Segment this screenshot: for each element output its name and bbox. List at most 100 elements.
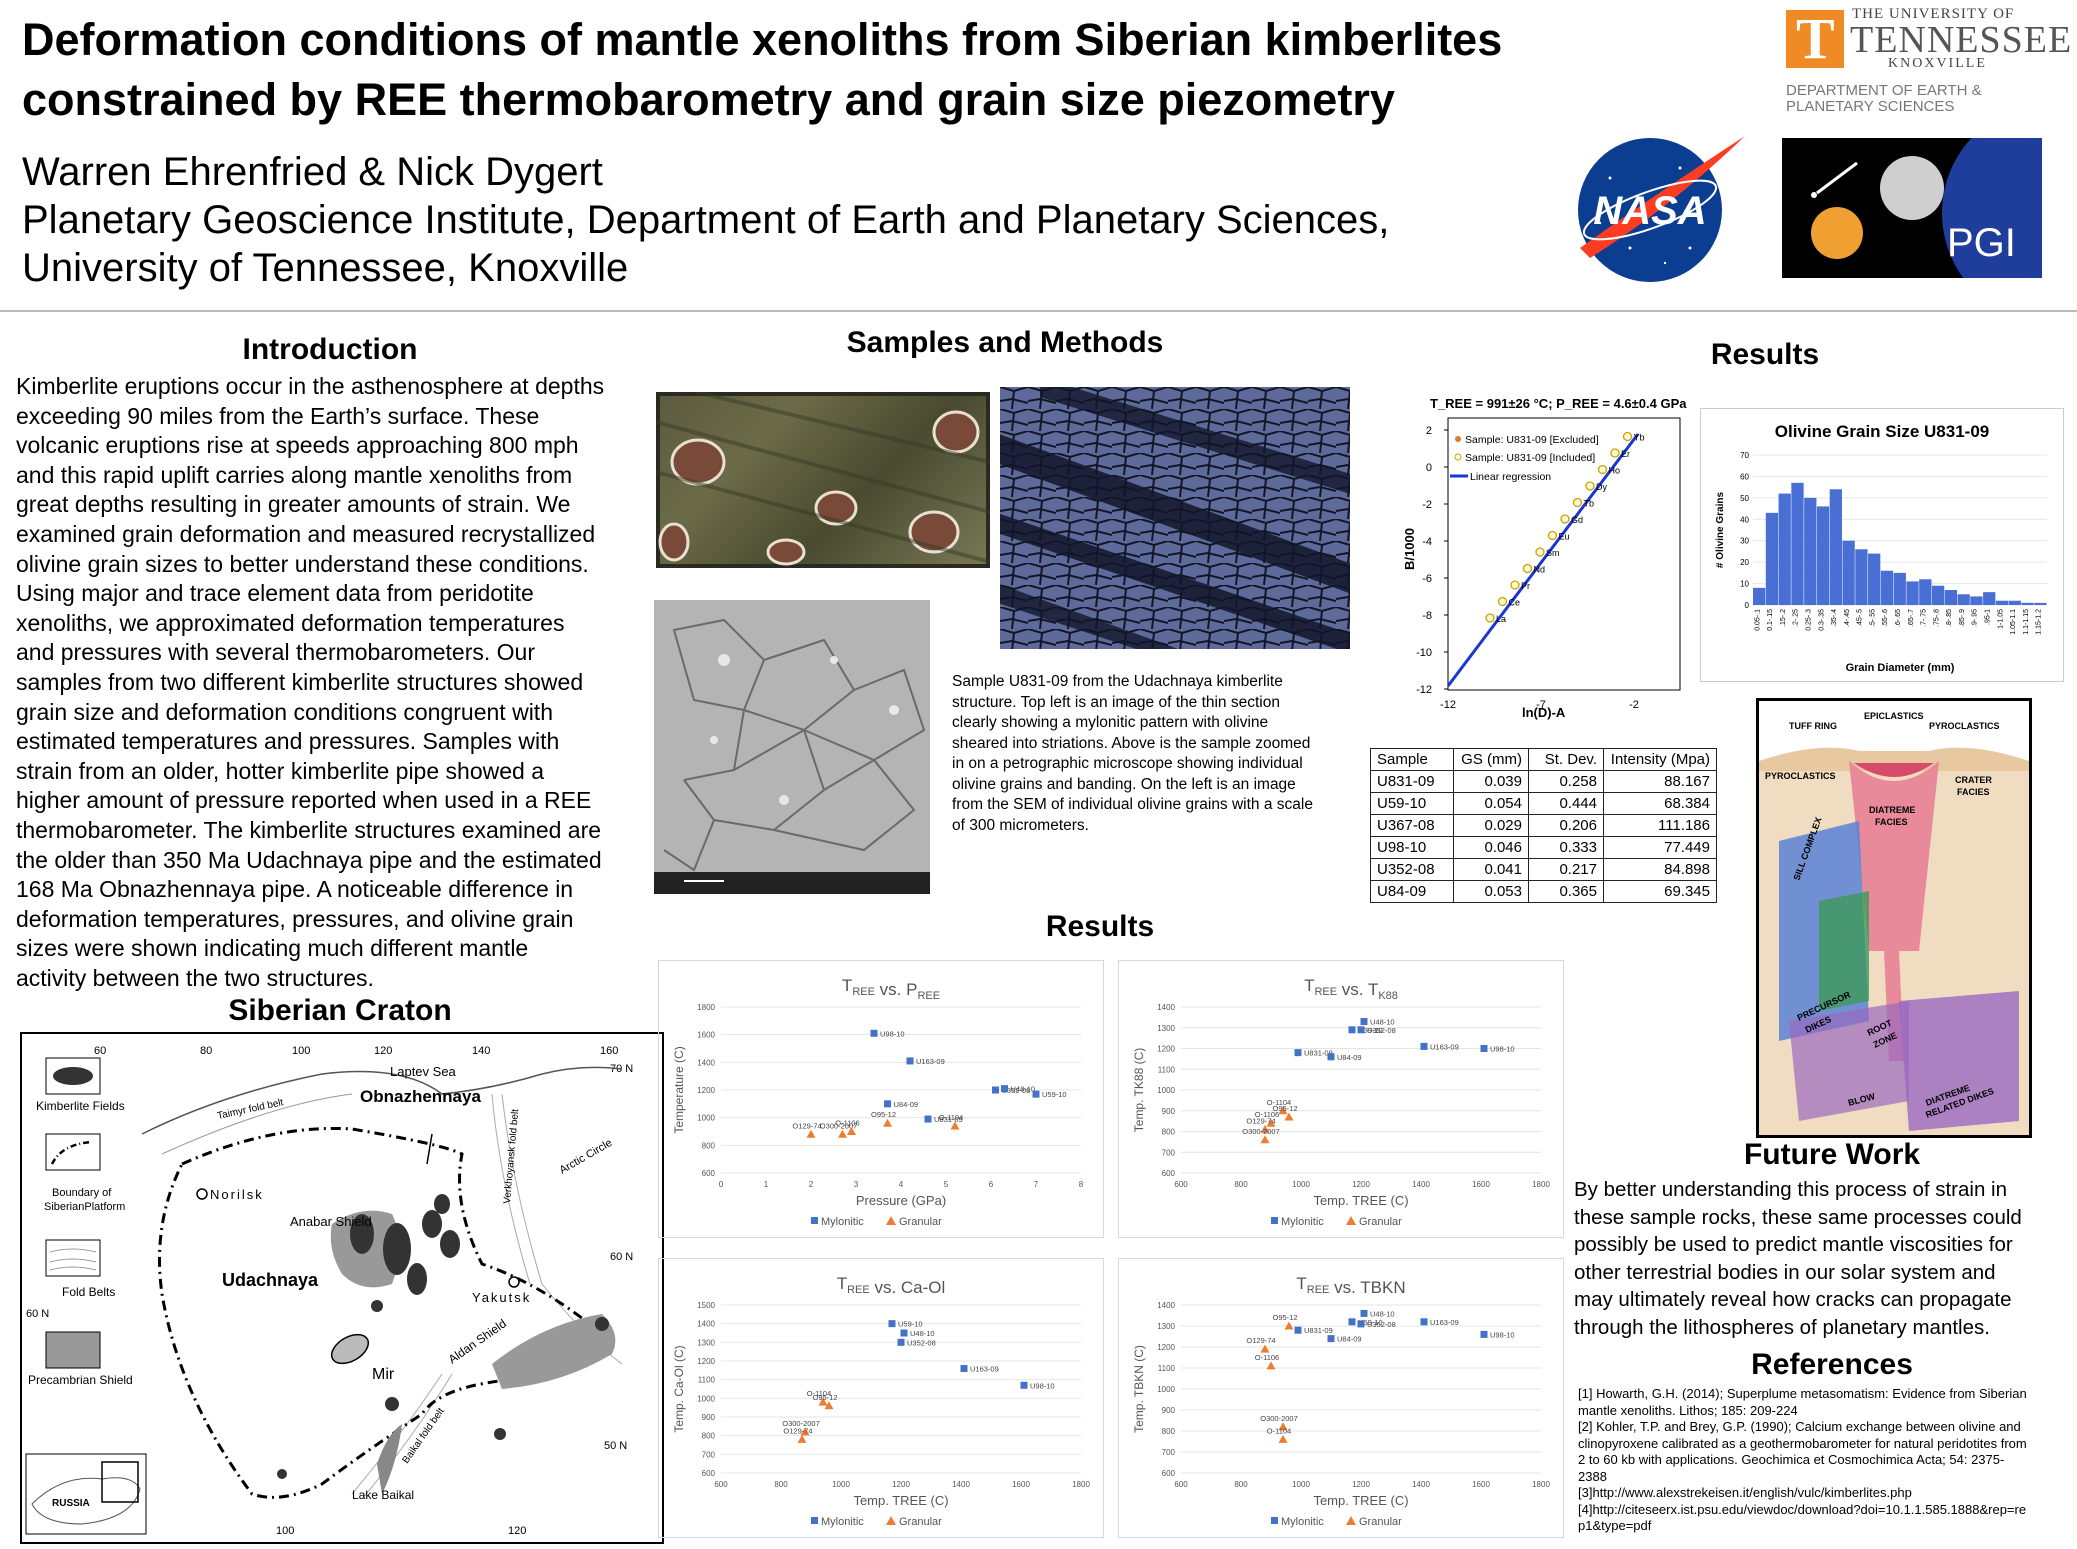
ree-plot-svg: T_REE = 991±26 °C; P_REE = 4.6±0.4 GPa 2… <box>1402 396 1687 720</box>
chart-xtick: 600 <box>1174 1180 1188 1189</box>
legend-granular: Granular <box>1359 1516 1402 1528</box>
table-cell: 84.898 <box>1603 858 1717 881</box>
ree-ytick: -2 <box>1422 499 1432 511</box>
point-label: U352-08 <box>907 1338 936 1347</box>
legend-mylonitic-marker <box>811 1517 818 1524</box>
point-label: O-1106 <box>1255 1353 1279 1362</box>
legend-mylonitic-marker <box>1271 1517 1278 1524</box>
intro-line: grain size and deformation conditions co… <box>16 698 553 725</box>
legend-granular-marker <box>1346 1216 1356 1225</box>
point-label: U48-10 <box>1370 1018 1395 1027</box>
ree-regression-line <box>1446 433 1640 687</box>
intro-line: sizes were shown indicating much differe… <box>16 935 529 962</box>
kimberlite-pipe-svg: EPICLASTICS TUFF RING PYROCLASTICS PYROC… <box>1759 711 2029 1135</box>
intro-heading: Introduction <box>242 333 418 366</box>
ree-point <box>1497 596 1508 607</box>
point-label: U98-10 <box>1490 1045 1515 1054</box>
table-row: U59-10 0.054 0.444 68.384 <box>1370 792 1717 815</box>
ree-xlabel: ln(D)-A <box>1522 705 1566 720</box>
mylonitic-point <box>1420 1318 1428 1326</box>
hist-xtick: 1.15-1.2 <box>2036 609 2043 635</box>
ut-dept-1: DEPARTMENT OF EARTH & <box>1786 82 1982 99</box>
intro-line: Kimberlite eruptions occur in the asthen… <box>16 373 605 399</box>
chart-xtick: 1000 <box>832 1480 850 1489</box>
svg-text:Arctic Circle: Arctic Circle <box>558 1137 615 1177</box>
table-cell: U831-09 <box>1370 770 1454 793</box>
mylonitic-point <box>1032 1090 1040 1098</box>
svg-text:PYROCLASTICS: PYROCLASTICS <box>1929 721 2000 731</box>
chart-ytick: 1300 <box>1157 1322 1175 1331</box>
svg-text:Fold Belts: Fold Belts <box>62 1285 115 1299</box>
table-cell: U59-10 <box>1370 792 1454 815</box>
table-cell: 0.054 <box>1453 792 1529 815</box>
chart-xtick: 1200 <box>1352 1180 1370 1189</box>
legend-mylonitic-marker <box>1271 1217 1278 1224</box>
granular-point <box>1260 1135 1270 1144</box>
chart-xtick: 1600 <box>1012 1480 1030 1489</box>
mylonitic-point <box>924 1115 932 1123</box>
svg-text:EPICLASTICS: EPICLASTICS <box>1864 711 1924 721</box>
chart-ytick: 800 <box>1162 1128 1176 1137</box>
mylonitic-point <box>888 1320 896 1328</box>
point-label: U831-09 <box>934 1115 963 1124</box>
ree-ytick: -12 <box>1416 684 1432 696</box>
ree-point-label: La <box>1496 614 1506 624</box>
svg-text:SiberianPlatform: SiberianPlatform <box>44 1201 125 1213</box>
intro-line: estimated temperatures and pressures. Sa… <box>16 728 560 755</box>
hist-xtick: .5-.55 <box>1869 609 1876 627</box>
chart-xtick: 1600 <box>1472 1180 1490 1189</box>
chart-ytick: 600 <box>1162 1169 1176 1178</box>
point-label: O129-74 <box>1246 1116 1275 1125</box>
svg-text:80: 80 <box>200 1045 212 1057</box>
table-cell: 111.186 <box>1603 814 1717 837</box>
chart-xtick: 1200 <box>892 1480 910 1489</box>
table-cell: 0.333 <box>1528 836 1604 859</box>
table-cell: U84-09 <box>1370 880 1454 903</box>
chart-xtick: 800 <box>1234 1180 1248 1189</box>
caption-line: sheared into striations. Above is the sa… <box>952 734 1311 752</box>
hist-xtick: .6-.65 <box>1895 609 1902 627</box>
chart-xtick: 1600 <box>1472 1480 1490 1489</box>
granular-point <box>806 1129 816 1138</box>
legend-mylonitic: Mylonitic <box>1281 1516 1324 1528</box>
point-label: O300-2007 <box>782 1419 820 1428</box>
svg-text:60 N: 60 N <box>26 1308 49 1320</box>
chart-xlabel: Temp. TREE (C) <box>1313 1193 1408 1208</box>
point-label: U48-10 <box>1011 1085 1036 1094</box>
chart-ylabel: Temperature (C) <box>672 1046 686 1133</box>
ut-logo: T THE UNIVERSITY OF TENNESSEE KNOXVILLE … <box>1780 4 2071 115</box>
ree-point <box>1622 431 1633 442</box>
ree-point <box>1597 464 1608 475</box>
point-label: U59-10 <box>1042 1090 1067 1099</box>
ut-top-text: THE UNIVERSITY OF <box>1852 6 2015 22</box>
table-header: St. Dev. <box>1528 748 1604 771</box>
mylonitic-point <box>960 1364 968 1372</box>
ree-legend-excluded-marker <box>1455 436 1461 442</box>
chart-ytick: 1300 <box>1157 1024 1175 1033</box>
ree-legend-regression: Linear regression <box>1470 471 1551 483</box>
results-heading-mid: Results <box>1045 910 1155 943</box>
svg-text:Norilsk: Norilsk <box>210 1187 264 1202</box>
hist-xtick: .2-.25 <box>1793 609 1800 627</box>
point-label: U59-10 <box>1358 1318 1383 1327</box>
chart-ytick: 800 <box>1162 1427 1176 1436</box>
ree-ytick: -4 <box>1422 536 1432 548</box>
hist-bar <box>1842 540 1855 605</box>
ree-ytick: -8 <box>1422 610 1432 622</box>
chart-xtick: 800 <box>774 1480 788 1489</box>
hist-xtick: .9-.95 <box>1972 609 1979 627</box>
point-label: O-1106 <box>835 1119 859 1128</box>
future-heading: Future Work <box>1743 1138 1921 1171</box>
hist-ylabel: # Olivine Grains <box>1715 491 1726 568</box>
ree-point <box>1585 481 1595 491</box>
hist-bar <box>1880 570 1894 605</box>
future-line: may ultimately reveal how cracks can pro… <box>1574 1288 2012 1312</box>
table-cell: U367-08 <box>1370 814 1454 837</box>
svg-text:FACIES: FACIES <box>1875 817 1908 827</box>
table-cell: 69.345 <box>1603 880 1717 903</box>
chart-ytick: 800 <box>702 1141 716 1150</box>
table-cell: 0.046 <box>1453 836 1529 859</box>
intro-line: the older than 350 Ma Udachnaya pipe and… <box>16 846 602 873</box>
ree-ytick: -6 <box>1422 573 1432 585</box>
svg-text:NASA: NASA <box>1593 189 1706 233</box>
